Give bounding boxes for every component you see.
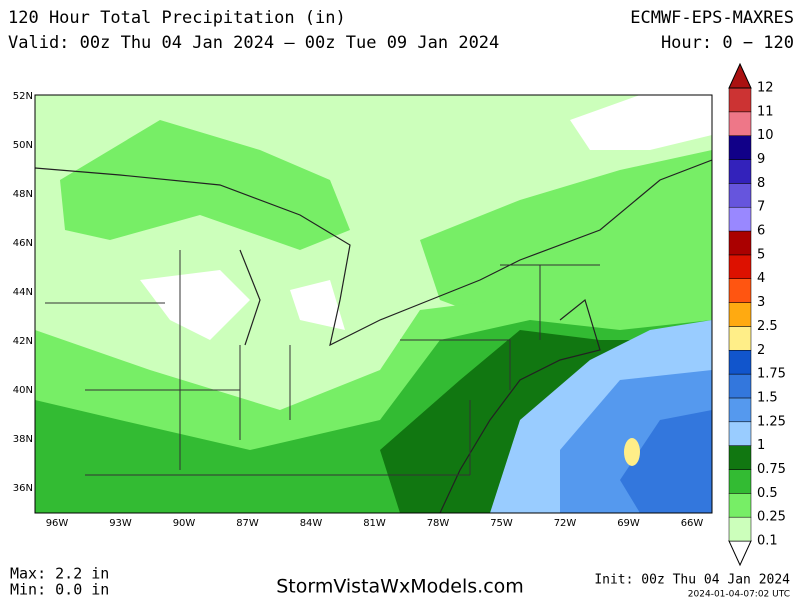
- lon-label: 72W: [554, 518, 577, 529]
- colorbar-label: 2.5: [757, 319, 778, 334]
- lon-label: 81W: [363, 518, 386, 529]
- colorbar-label: 6: [757, 224, 765, 239]
- colorbar-label: 9: [757, 152, 765, 167]
- colorbar-swatch: [728, 350, 752, 375]
- model: ECMWF-EPS-MAXRES: [630, 8, 794, 28]
- lon-label: 87W: [236, 518, 259, 529]
- colorbar-swatch: [728, 516, 752, 542]
- lon-label: 75W: [490, 518, 513, 529]
- lon-label: 93W: [109, 518, 132, 529]
- hour: Hour: 0 − 120: [661, 33, 794, 53]
- colorbar-label: 0.25: [757, 510, 786, 525]
- colorbar-label: 11: [757, 104, 774, 119]
- colorbar-arrow: [728, 62, 752, 89]
- lat-label: 50N: [13, 140, 33, 151]
- lat-label: 40N: [13, 385, 33, 396]
- colorbar-swatch: [728, 206, 752, 232]
- colorbar-label: 1.25: [757, 414, 786, 429]
- colorbar-swatch: [728, 183, 752, 208]
- colorbar-label: 1.5: [757, 390, 778, 405]
- colorbar-swatch: [728, 111, 752, 136]
- colorbar-swatch: [728, 254, 752, 279]
- stamp: 2024-01-04-07:02 UTC: [688, 590, 790, 600]
- colorbar-swatch: [728, 326, 752, 351]
- colorbar-arrow: [728, 540, 752, 567]
- colorbar-label: 0.1: [757, 534, 778, 549]
- lon-label: 90W: [173, 518, 196, 529]
- colorbar-label: 10: [757, 128, 774, 143]
- colorbar-swatch: [728, 278, 752, 303]
- colorbar-label: 7: [757, 200, 765, 215]
- lat-label: 52N: [13, 91, 33, 102]
- lat-label: 48N: [13, 189, 33, 200]
- lon-label: 78W: [427, 518, 450, 529]
- lat-label: 46N: [13, 238, 33, 249]
- colorbar-label: 4: [757, 271, 765, 286]
- colorbar-swatch: [728, 302, 752, 327]
- colorbar-label: 3: [757, 295, 765, 310]
- colorbar-label: 1.75: [757, 367, 786, 382]
- colorbar-swatch: [728, 493, 752, 518]
- lat-label: 44N: [13, 287, 33, 298]
- colorbar-swatch: [728, 445, 752, 470]
- colorbar-label: 2: [757, 343, 765, 358]
- lat-label: 38N: [13, 434, 33, 445]
- lat-label: 36N: [13, 483, 33, 494]
- min-label: Min: 0.0 in: [10, 581, 109, 599]
- title: 120 Hour Total Precipitation (in): [8, 8, 346, 28]
- map: [34, 94, 713, 514]
- colorbar-label: 8: [757, 176, 765, 191]
- colorbar-swatch: [728, 373, 752, 399]
- lon-label: 84W: [300, 518, 323, 529]
- colorbar-swatch: [728, 135, 752, 160]
- valid: Valid: 00z Thu 04 Jan 2024 — 00z Tue 09 …: [8, 33, 499, 53]
- max-label: Max: 2.2 in: [10, 565, 109, 583]
- colorbar-label: 0.5: [757, 486, 778, 501]
- colorbar-swatch: [728, 230, 752, 256]
- colorbar-label: 12: [757, 81, 774, 96]
- lon-label: 69W: [617, 518, 640, 529]
- colorbar-swatch: [728, 421, 752, 446]
- colorbar-swatch: [728, 159, 752, 184]
- colorbar-swatch: [728, 469, 752, 494]
- init: Init: 00z Thu 04 Jan 2024: [594, 573, 790, 588]
- lat-label: 42N: [13, 336, 33, 347]
- colorbar-swatch: [728, 87, 752, 113]
- colorbar-swatch: [728, 397, 752, 423]
- colorbar-label: 5: [757, 247, 765, 262]
- colorbar-label: 1: [757, 438, 765, 453]
- site: StormVistaWxModels.com: [276, 576, 524, 598]
- lon-label: 96W: [46, 518, 69, 529]
- colorbar-label: 0.75: [757, 462, 786, 477]
- lon-label: 66W: [681, 518, 704, 529]
